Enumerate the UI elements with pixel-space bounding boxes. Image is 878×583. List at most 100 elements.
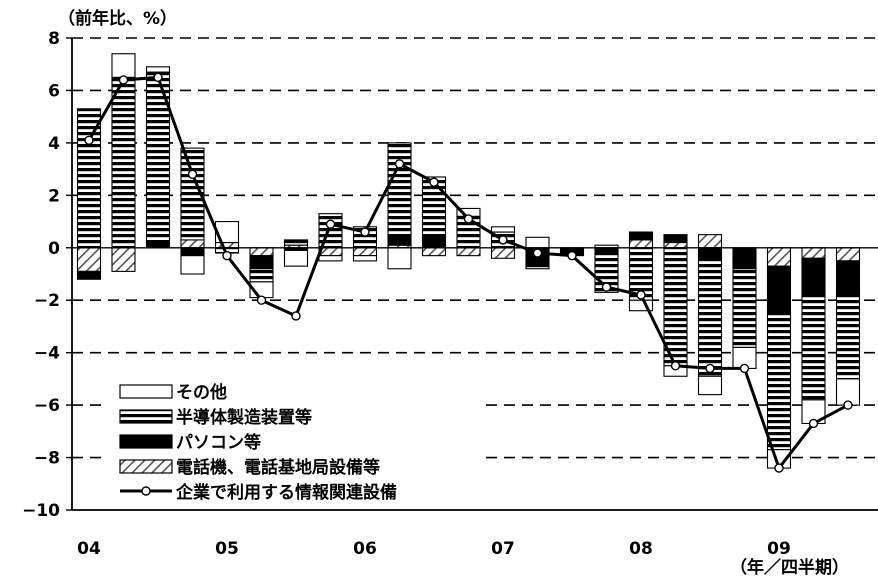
line-point — [325, 219, 336, 229]
bar-segment — [180, 147, 205, 241]
line-point — [670, 361, 681, 371]
line-point — [153, 72, 163, 83]
legend-swatch-telephone — [119, 459, 173, 474]
y-tick-label: −8 — [34, 449, 60, 469]
bar-segment — [145, 241, 171, 249]
bar-segment — [835, 247, 861, 262]
bar-segment — [76, 108, 102, 249]
bar-segment — [214, 241, 240, 249]
bar-segment — [525, 262, 550, 270]
bar-segment — [249, 268, 274, 283]
bar-segment — [249, 247, 274, 257]
bar-segment — [732, 247, 757, 270]
bar-segment — [697, 234, 723, 249]
legend: その他 半導体製造装置等 パソコン等 電話機、電話基地局設備等 企業で利用する情… — [108, 372, 484, 508]
line-point — [222, 250, 232, 261]
y-tick-label: −4 — [34, 344, 60, 364]
x-year-label: 05 — [215, 539, 239, 559]
bar-segment — [835, 294, 861, 380]
bar-segment — [421, 176, 447, 236]
bar-segment — [387, 247, 412, 270]
bar-segment — [111, 247, 136, 272]
line-series — [84, 72, 853, 473]
line-point — [118, 75, 129, 85]
bar-segment — [628, 239, 654, 249]
line-point — [808, 418, 819, 429]
bar-segment — [697, 247, 723, 259]
bar-segment — [421, 247, 447, 257]
bar-segment — [76, 270, 102, 280]
bar-segment — [352, 255, 378, 262]
bar-segment — [352, 247, 378, 257]
bar-segment — [663, 234, 688, 244]
bar-segment — [490, 226, 516, 233]
line-point — [739, 363, 750, 374]
y-tick-label: 0 — [48, 239, 60, 259]
axes — [71, 38, 878, 511]
line-point — [774, 463, 784, 473]
bar-segment — [766, 312, 792, 451]
bar-segment — [628, 231, 654, 241]
bar-segment — [318, 255, 343, 262]
line-point — [256, 295, 267, 305]
x-year-label: 08 — [629, 539, 653, 559]
y-tick-label: 4 — [48, 134, 60, 154]
line-point — [429, 177, 439, 187]
line-point — [636, 290, 646, 300]
legend-label-telephone: 電話機、電話基地局設備等 — [176, 457, 380, 478]
x-axis-labels: 04 05 06 07 08 09 — [77, 539, 791, 559]
y-tick-label: −2 — [34, 291, 60, 311]
line-point — [532, 248, 543, 258]
line-point — [463, 214, 474, 224]
bar-segment — [456, 247, 481, 257]
legend-label-total: 企業で利用する情報関連設備 — [175, 482, 397, 503]
bar-segment — [801, 247, 826, 259]
bar-segment — [766, 265, 792, 314]
bar-segment — [801, 294, 826, 401]
bar-segment — [145, 66, 171, 73]
legend-swatch-total-marker — [141, 486, 151, 496]
bar-segment — [76, 247, 102, 272]
bar-segment — [801, 257, 826, 296]
bar-segment — [283, 239, 309, 246]
line-point — [187, 169, 198, 180]
y-tick-label: 2 — [48, 186, 60, 206]
bar-segment — [766, 247, 792, 267]
y-tick-label: −6 — [34, 396, 60, 416]
bar-segment — [628, 299, 654, 312]
bar-segment — [180, 239, 205, 249]
bar-segment — [111, 53, 136, 78]
x-axis-unit-label: （年／四半期） — [730, 557, 849, 578]
x-year-label: 04 — [77, 539, 101, 559]
bar-segment — [697, 375, 723, 396]
bar-segment — [525, 236, 550, 249]
bar-segment — [111, 76, 136, 249]
line-point — [84, 135, 94, 145]
line-point — [567, 250, 577, 261]
x-year-label: 06 — [353, 539, 377, 559]
line-point — [498, 235, 508, 245]
legend-swatch-semiconductor — [119, 409, 173, 424]
y-tick-label: 6 — [48, 81, 60, 101]
line-point — [360, 227, 370, 237]
bar-segment — [180, 255, 205, 275]
y-tick-label: 8 — [48, 29, 60, 49]
bar-segment — [421, 234, 447, 249]
bar-segment — [387, 234, 412, 246]
legend-swatch-other — [119, 384, 173, 399]
bar-segment — [594, 247, 619, 254]
bar-segment — [732, 268, 757, 348]
line-point — [394, 159, 405, 169]
legend-label-pc: パソコン等 — [176, 432, 261, 453]
bar-segment — [283, 249, 309, 267]
line-point — [601, 282, 612, 292]
line-point — [843, 400, 853, 410]
bar-segment — [697, 257, 723, 377]
bar-segment — [490, 247, 516, 259]
x-year-label: 07 — [491, 539, 515, 559]
y-axis-unit-label: （前年比、%） — [58, 8, 177, 29]
line-point — [705, 363, 715, 374]
legend-label-semiconductor: 半導体製造装置等 — [176, 407, 312, 428]
